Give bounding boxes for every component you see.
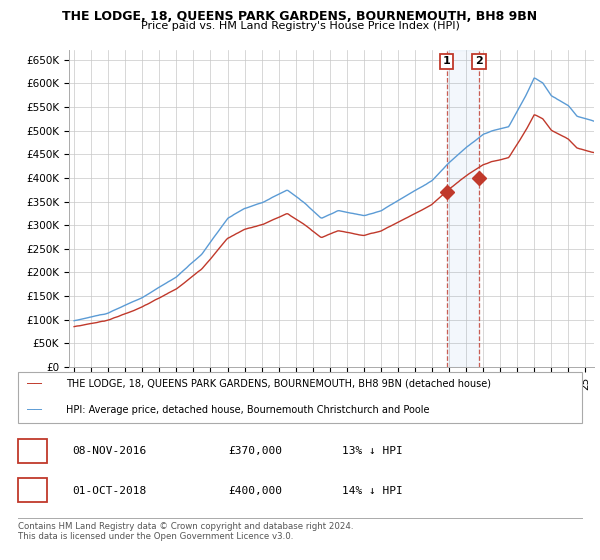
Text: ——: —— (27, 403, 42, 417)
Text: 1: 1 (29, 446, 36, 456)
Text: 01-OCT-2018: 01-OCT-2018 (72, 486, 146, 496)
Text: HPI: Average price, detached house, Bournemouth Christchurch and Poole: HPI: Average price, detached house, Bour… (66, 405, 430, 415)
Bar (446, 50, 479, 367)
Text: £400,000: £400,000 (228, 486, 282, 496)
Text: 13% ↓ HPI: 13% ↓ HPI (342, 446, 403, 456)
Text: Contains HM Land Registry data © Crown copyright and database right 2024.
This d: Contains HM Land Registry data © Crown c… (18, 522, 353, 542)
Text: THE LODGE, 18, QUEENS PARK GARDENS, BOURNEMOUTH, BH8 9BN: THE LODGE, 18, QUEENS PARK GARDENS, BOUR… (62, 10, 538, 23)
Text: 1: 1 (443, 57, 451, 67)
Text: THE LODGE, 18, QUEENS PARK GARDENS, BOURNEMOUTH, BH8 9BN (detached house): THE LODGE, 18, QUEENS PARK GARDENS, BOUR… (66, 379, 491, 389)
Text: ——: —— (27, 377, 42, 390)
Text: 2: 2 (29, 486, 36, 496)
Text: 2: 2 (475, 57, 483, 67)
Text: 14% ↓ HPI: 14% ↓ HPI (342, 486, 403, 496)
Text: £370,000: £370,000 (228, 446, 282, 456)
Text: Price paid vs. HM Land Registry's House Price Index (HPI): Price paid vs. HM Land Registry's House … (140, 21, 460, 31)
Text: 08-NOV-2016: 08-NOV-2016 (72, 446, 146, 456)
